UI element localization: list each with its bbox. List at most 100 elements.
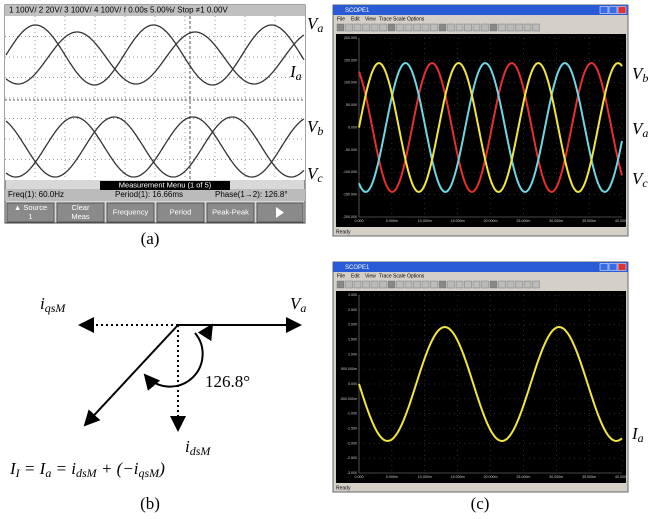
menu-title-bg [100, 181, 230, 190]
y-tick-label: -2.000 [347, 441, 357, 445]
y-tick-label: 1.500 [348, 337, 357, 341]
equation-sub: I [15, 466, 21, 480]
measurement: Phase(1→2): 126.8° [215, 190, 288, 199]
button-icon [276, 207, 284, 218]
y-tick-label: -2.500 [347, 456, 357, 460]
equation-text: = i [51, 459, 76, 478]
toolbar-button [430, 23, 438, 32]
menu-item: Scale [393, 16, 406, 22]
toolbar-button [506, 280, 515, 289]
toolbar-button [515, 280, 523, 289]
label-sub: c [642, 176, 648, 190]
il-arrow [83, 324, 179, 427]
x-tick-label: 15.000m [451, 475, 465, 479]
y-tick-label: -1.000 [347, 412, 357, 416]
status: Ready [336, 229, 351, 235]
signal-label: Vb [632, 64, 648, 85]
y-tick-label: 2.500 [348, 308, 357, 312]
equation-text: + (−i [97, 459, 139, 478]
label-main: I [631, 424, 639, 443]
waveform [358, 62, 623, 193]
scope-header-text: 1 100V/ 2 20V/ 3 100V/ 4 100V/ f 0.00s 5… [9, 6, 228, 15]
button-label: Peak-Peak [212, 207, 249, 216]
waveform [5, 116, 305, 178]
toolbar-button [353, 280, 362, 289]
y-tick-label: -3.000 [347, 471, 357, 475]
y-tick-label: 50.000 [346, 103, 357, 107]
label-sub: b [317, 124, 323, 138]
button [156, 202, 205, 223]
toolbar-button [447, 280, 455, 289]
menu-item: View [365, 16, 376, 22]
x-tick-label: 0.000 [355, 219, 364, 223]
x-tick-label: 20.000m [484, 219, 498, 223]
toolbar-button [447, 23, 455, 32]
toolbar-button [413, 23, 421, 32]
x-tick-label: 20.000m [484, 475, 498, 479]
button-label: Frequency [113, 207, 149, 216]
signal-label: Vc [632, 169, 648, 190]
x-tick-label: 35.000m [582, 475, 596, 479]
toolbar-button [430, 280, 438, 289]
toolbar-button [336, 23, 345, 32]
toolbar-button [506, 23, 515, 32]
window-button [608, 6, 618, 14]
y-tick-label: 2.000 [348, 323, 357, 327]
angle-label: 126.8° [205, 372, 250, 391]
toolbar-button [353, 23, 362, 32]
label-main: V [307, 117, 320, 136]
equation-sub: dsM [76, 466, 98, 480]
button-label: Period [170, 207, 192, 216]
toolbar-button [370, 23, 379, 32]
toolbar-button [413, 280, 421, 289]
y-tick-label: -150.000 [343, 193, 357, 197]
x-tick-label: 5.000m [386, 475, 398, 479]
toolbar-button [421, 280, 430, 289]
phasor-diagram [78, 317, 302, 432]
menu-title: Measurement Menu (1 of 5) [119, 180, 212, 189]
button [6, 202, 55, 223]
menu-item: Scale [393, 273, 406, 279]
toolbar-button [532, 280, 540, 289]
label-sub: a [638, 431, 644, 445]
menu-item: Trace [379, 16, 392, 22]
equation-text: = I [20, 459, 47, 478]
window-button [608, 263, 618, 271]
meas-bar [5, 189, 305, 201]
va-label: Va [290, 294, 306, 315]
toolbar-button [362, 280, 370, 289]
measurement: Period(1): 16.66ms [115, 190, 183, 199]
equation-sub: qsM [139, 466, 161, 480]
label-main: V [307, 164, 320, 183]
idsm-label: idsM [185, 437, 211, 458]
toolbar-button [489, 280, 498, 289]
scope-grid [5, 16, 305, 180]
y-tick-label: -50.000 [345, 148, 357, 152]
equation: II = Ia = idsM + (−iqsM) [9, 459, 165, 480]
button [106, 202, 155, 223]
button-label: 1 [28, 212, 32, 221]
caption: (c) [471, 494, 490, 513]
toolbar-button [387, 23, 396, 32]
toolbar-button [523, 23, 532, 32]
y-tick-label: 200.000 [344, 36, 357, 40]
toolbar-button [345, 23, 353, 32]
button [56, 202, 105, 223]
status: Ready [336, 485, 351, 491]
window-title: SCOPE1 [345, 265, 370, 271]
x-tick-label: 5.000m [386, 219, 398, 223]
toolbar-button [438, 280, 447, 289]
y-tick-label: 0.000 [348, 382, 357, 386]
label-main: V [632, 64, 645, 83]
x-tick-label: 40.000m [615, 475, 629, 479]
waveform [358, 62, 623, 193]
toolbar-button [489, 23, 498, 32]
toolbar-button [379, 23, 387, 32]
toolbar-button [396, 23, 404, 32]
x-tick-label: 30.000m [549, 219, 563, 223]
toolbar-button [523, 280, 532, 289]
measurement: Freq(1): 60.0Hz [8, 190, 64, 199]
plot-bg [336, 291, 626, 483]
